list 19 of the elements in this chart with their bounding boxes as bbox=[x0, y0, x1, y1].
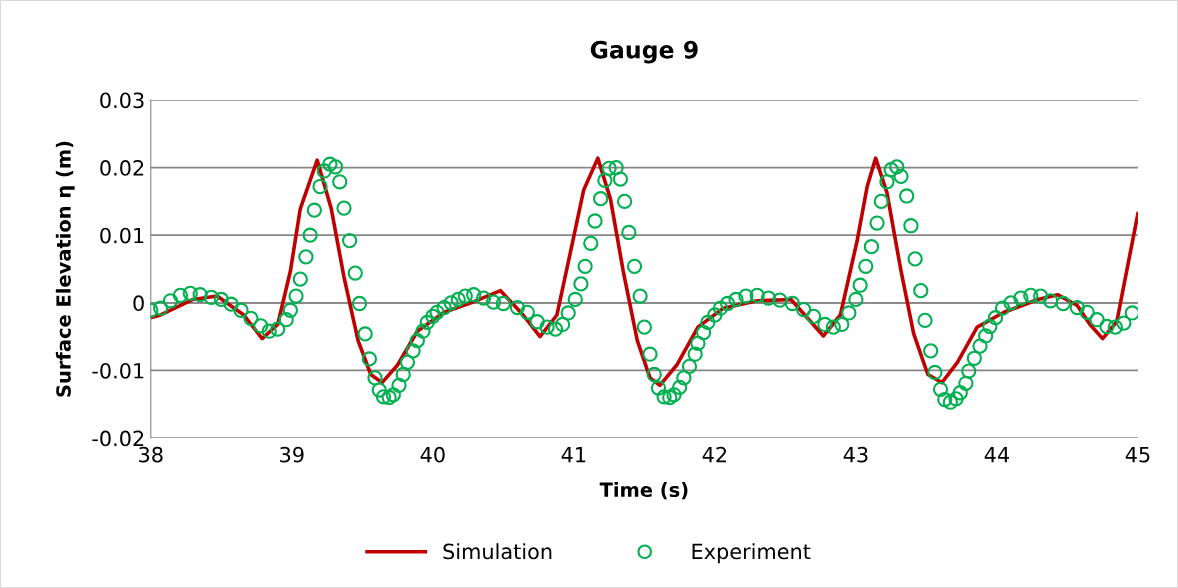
x-tick-label: 42 bbox=[702, 446, 727, 463]
y-tick-label: 0 bbox=[133, 295, 144, 312]
x-tick-label: 41 bbox=[561, 447, 586, 463]
y-axis-title: Surface Elevation η (m) bbox=[55, 141, 75, 397]
x-tick-label: 44 bbox=[984, 447, 1010, 463]
y-tick-label: 0.01 bbox=[100, 227, 144, 244]
chart-title: Gauge 9 bbox=[590, 40, 698, 64]
y-tick-label: 0.03 bbox=[100, 92, 144, 109]
legend-label: Experiment bbox=[692, 543, 811, 564]
legend-label: Simulation bbox=[443, 543, 552, 560]
x-tick-label: 45 bbox=[1125, 447, 1150, 463]
x-tick-label: 39 bbox=[280, 446, 304, 463]
x-axis-title: Time (s) bbox=[599, 482, 688, 500]
y-tick-label: 0.02 bbox=[100, 160, 144, 176]
x-tick-label: 43 bbox=[843, 446, 868, 463]
y-tick-label: -0.02 bbox=[92, 430, 144, 447]
y-tick-label: -0.01 bbox=[92, 362, 144, 379]
x-tick-label: 40 bbox=[420, 446, 445, 463]
x-tick-label: 38 bbox=[139, 446, 163, 463]
